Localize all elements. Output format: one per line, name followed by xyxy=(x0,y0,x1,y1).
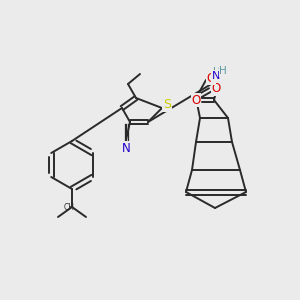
Text: CH: CH xyxy=(64,202,74,211)
Text: H: H xyxy=(219,66,227,76)
Text: H: H xyxy=(213,67,221,77)
Text: N: N xyxy=(122,142,130,154)
Text: N: N xyxy=(212,71,220,81)
Text: O: O xyxy=(191,94,201,106)
Text: S: S xyxy=(163,98,171,112)
Text: O: O xyxy=(212,82,220,95)
Text: O: O xyxy=(206,71,216,85)
